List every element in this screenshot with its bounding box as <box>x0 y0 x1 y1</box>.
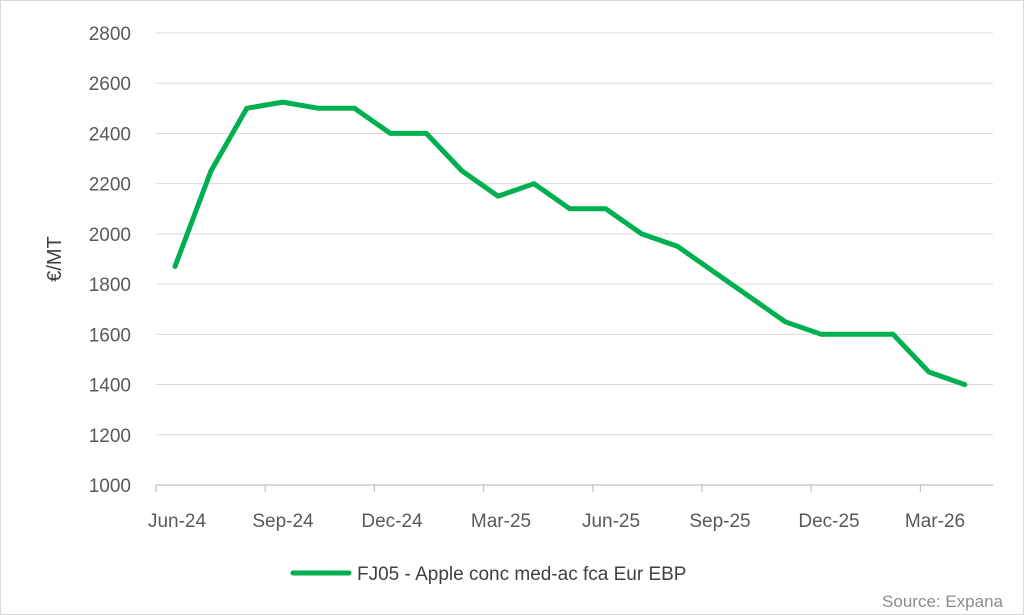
y-tick-label: 2400 <box>89 124 131 145</box>
y-tick-label: 1600 <box>89 325 131 346</box>
y-tick-label: 1400 <box>89 376 131 397</box>
x-tick-label: Mar-25 <box>471 511 531 532</box>
y-tick-label: 2000 <box>89 225 131 246</box>
x-tick-label: Sep-25 <box>689 511 750 532</box>
x-tick-label: Dec-24 <box>361 511 423 532</box>
series-layer <box>172 99 968 388</box>
y-axis-tick-labels: 1000 1200 1400 1600 1800 2000 2200 2400 2600 2800 <box>89 24 131 497</box>
gridlines <box>156 32 993 436</box>
source-note: Source: Expana <box>882 592 1004 611</box>
x-axis: Jun-24 Sep-24 Dec-24 Mar-25 Jun-25 Sep-25 Dec-… <box>148 484 993 532</box>
y-axis-title: €/MT <box>44 236 66 282</box>
x-tick-label: Dec-25 <box>798 511 859 532</box>
x-tick-label: Sep-24 <box>252 511 314 532</box>
series-line <box>172 99 968 388</box>
y-tick-label: 2200 <box>89 175 131 196</box>
legend-label: FJ05 - Apple conc med-ac fca Eur EBP <box>357 564 687 585</box>
x-tick-label: Jun-25 <box>582 511 640 532</box>
x-tick-label: Jun-24 <box>148 511 207 532</box>
y-tick-label: 2600 <box>89 74 131 95</box>
y-tick-label: 1200 <box>89 426 131 447</box>
legend: FJ05 - Apple conc med-ac fca Eur EBP <box>290 564 687 585</box>
y-tick-label: 1800 <box>89 275 131 296</box>
x-tick-label: Mar-26 <box>905 511 965 532</box>
y-tick-label: 2800 <box>89 24 131 45</box>
y-tick-label: 1000 <box>89 476 131 497</box>
